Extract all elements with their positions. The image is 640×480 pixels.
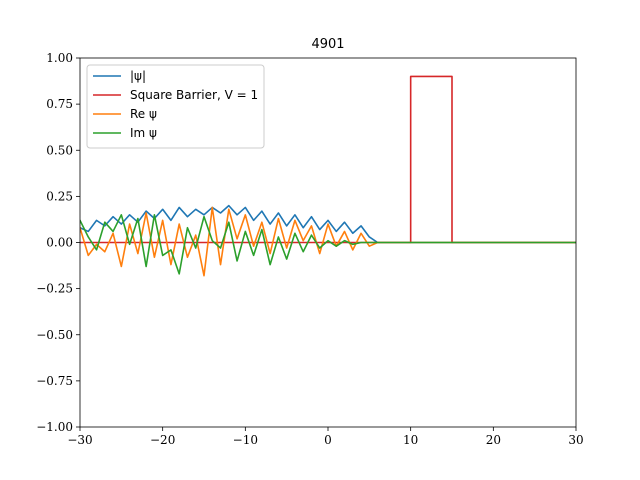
series-layer [80,75,576,277]
series-line-2 [80,206,576,277]
y-tick-label: −0.50 [36,328,73,342]
legend-label-2: Re ψ [130,107,157,121]
x-tick-label: −30 [67,433,92,447]
chart-title: 4901 [311,37,344,52]
legend-label-0: |ψ| [130,69,146,83]
y-tick-label: −0.75 [36,374,73,388]
y-tick-label: 0.75 [46,97,73,111]
y-tick-label: 0.00 [46,236,73,250]
x-tick-label: −20 [150,433,175,447]
plot-frame [79,57,577,428]
x-tick-label: 20 [486,433,501,447]
legend: |ψ| Square Barrier, V = 1 Re ψ Im ψ [86,64,265,149]
ticks-layer: −30 −20 −10 0 10 20 30 −1.00 −0.75 −0.50 −0.25 0.00… [36,51,583,447]
legend-label-1: Square Barrier, V = 1 [130,88,258,102]
x-tick-label: 10 [403,433,418,447]
x-tick-label: 0 [324,433,332,447]
series-line-0 [80,204,576,244]
y-tick-label: −0.25 [36,282,73,296]
y-tick-label: 0.50 [46,143,73,157]
legend-label-3: Im ψ [130,126,157,140]
legend-box [86,64,265,149]
y-tick-label: 1.00 [46,51,73,65]
x-tick-label: −10 [233,433,258,447]
series-line-3 [80,214,576,275]
y-tick-label: 0.25 [46,189,73,203]
x-tick-label: 30 [568,433,583,447]
y-tick-label: −1.00 [36,420,73,434]
